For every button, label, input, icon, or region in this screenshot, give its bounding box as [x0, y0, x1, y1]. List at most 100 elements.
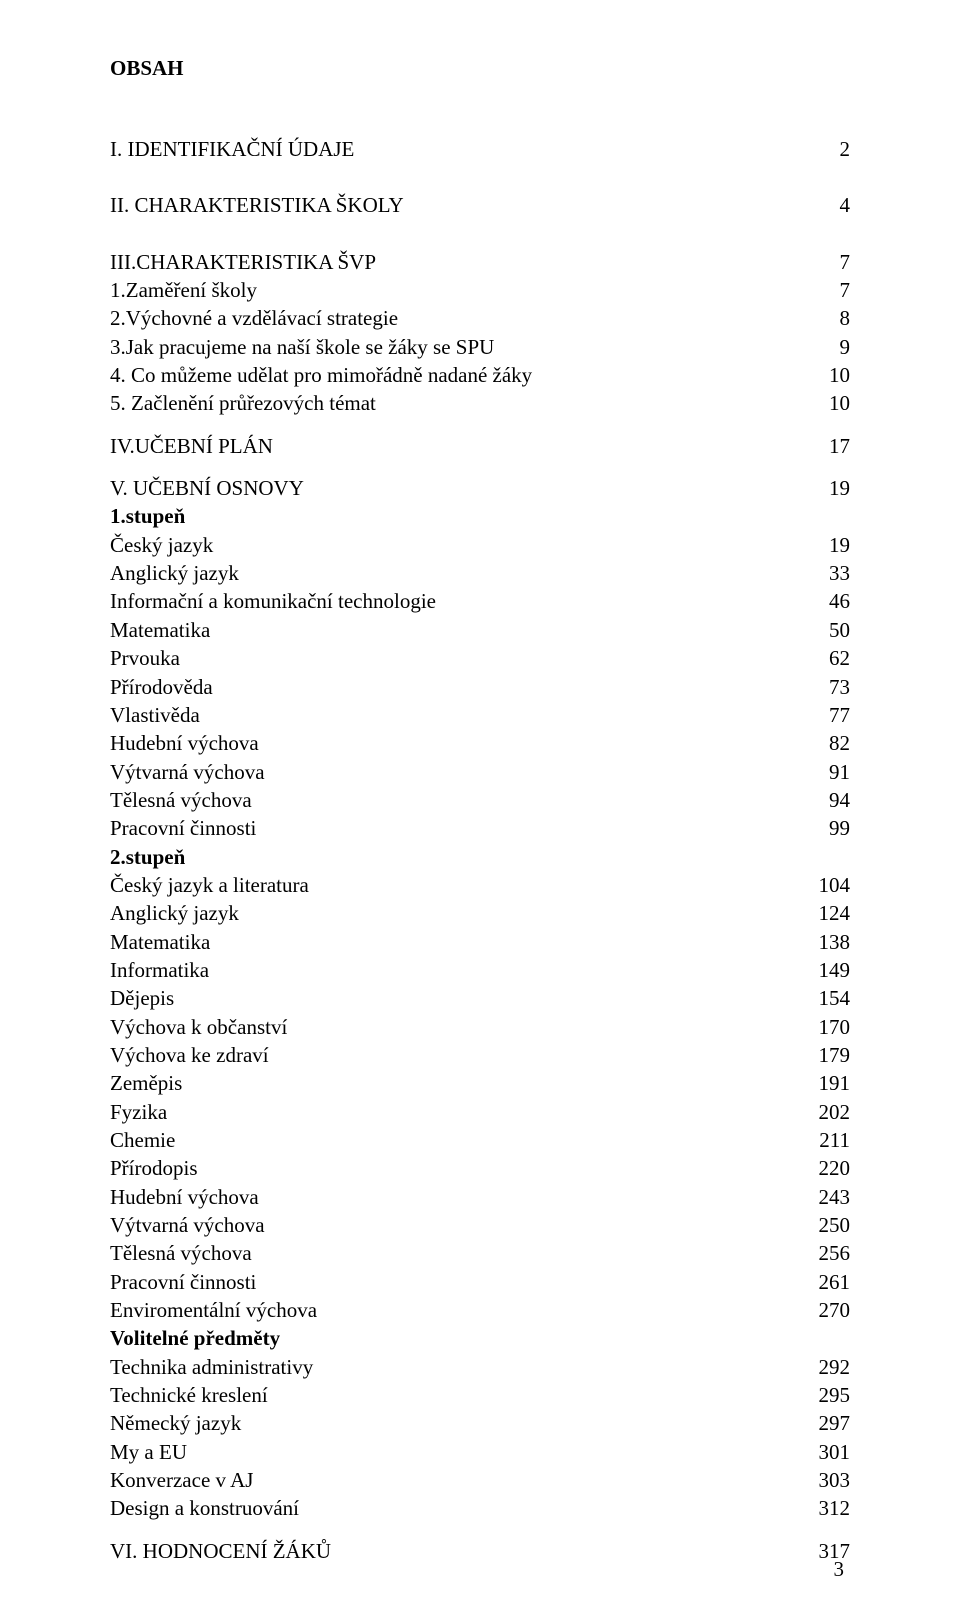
toc-row: III.CHARAKTERISTIKA ŠVP 7	[110, 248, 850, 276]
toc-page-number: 82	[806, 729, 850, 757]
toc-label: Tělesná výchova	[110, 786, 252, 814]
toc-row: Tělesná výchova 256	[110, 1239, 850, 1267]
toc-label: Hudební výchova	[110, 1183, 259, 1211]
toc-page-number: 46	[806, 587, 850, 615]
toc-row: Enviromentální výchova270	[110, 1296, 850, 1324]
toc-label: Zeměpis	[110, 1069, 182, 1097]
toc-label: I. IDENTIFIKAČNÍ ÚDAJE	[110, 135, 354, 163]
toc-row: Pracovní činnosti99	[110, 814, 850, 842]
toc-row: Hudební výchova 243	[110, 1183, 850, 1211]
toc-page-number: 17	[806, 432, 850, 460]
toc-page-number: 292	[806, 1353, 850, 1381]
toc-page-number: 50	[806, 616, 850, 644]
toc-label: Anglický jazyk	[110, 559, 239, 587]
toc-page-number: 297	[806, 1409, 850, 1437]
toc-page-number: 261	[806, 1268, 850, 1296]
toc-row: Informační a komunikační technologie 46	[110, 587, 850, 615]
toc-row: Německý jazyk 297	[110, 1409, 850, 1437]
toc-label: Dějepis	[110, 984, 174, 1012]
page-heading: OBSAH	[110, 56, 850, 81]
toc-label: Matematika	[110, 928, 210, 956]
toc-row: Zeměpis 191	[110, 1069, 850, 1097]
toc-label: 3.Jak pracujeme na naší škole se žáky se…	[110, 333, 494, 361]
toc-label: Informační a komunikační technologie	[110, 587, 436, 615]
toc-row: Technické kreslení295	[110, 1381, 850, 1409]
toc-row: Výchova k občanství170	[110, 1013, 850, 1041]
toc-label: Výtvarná výchova	[110, 1211, 265, 1239]
toc-page-number: 124	[806, 899, 850, 927]
toc-page-number: 256	[806, 1239, 850, 1267]
toc-label: 1.stupeň	[110, 502, 185, 530]
toc-page-number: 303	[806, 1466, 850, 1494]
toc-label: Přírodověda	[110, 673, 213, 701]
toc-row: Prvouka62	[110, 644, 850, 672]
toc-row: Výchova ke zdraví 179	[110, 1041, 850, 1069]
toc-label: Volitelné předměty	[110, 1324, 280, 1352]
toc-row: II. CHARAKTERISTIKA ŠKOLY4	[110, 191, 850, 219]
toc-row: My a EU 301	[110, 1438, 850, 1466]
toc-row: Přírodověda73	[110, 673, 850, 701]
toc-label: Fyzika	[110, 1098, 167, 1126]
toc-page-number: 243	[806, 1183, 850, 1211]
toc-row: Tělesná výchova 94	[110, 786, 850, 814]
toc-label: Tělesná výchova	[110, 1239, 252, 1267]
toc-label: Pracovní činnosti	[110, 1268, 256, 1296]
document-page: OBSAH I. IDENTIFIKAČNÍ ÚDAJE2 II. CHARAKT…	[0, 0, 960, 1604]
toc-page-number: 211	[806, 1126, 850, 1154]
toc-row: 5. Začlenění průřezových témat10	[110, 389, 850, 417]
toc-page-number: 7	[806, 248, 850, 276]
toc-page-number: 270	[806, 1296, 850, 1324]
toc-label: Anglický jazyk	[110, 899, 239, 927]
toc-label: 2.stupeň	[110, 843, 185, 871]
toc-page-number: 138	[806, 928, 850, 956]
toc-row: Dějepis154	[110, 984, 850, 1012]
toc-label: Pracovní činnosti	[110, 814, 256, 842]
toc-label: 2.Výchovné a vzdělávací strategie	[110, 304, 398, 332]
toc-row: Anglický jazyk 33	[110, 559, 850, 587]
toc-row: 1.Zaměření školy 7	[110, 276, 850, 304]
toc-row: Matematika 138	[110, 928, 850, 956]
toc-page-number: 149	[806, 956, 850, 984]
toc-page-number: 33	[806, 559, 850, 587]
toc-page-number: 301	[806, 1438, 850, 1466]
toc-row: Výtvarná výchova250	[110, 1211, 850, 1239]
toc-label: 1.Zaměření školy	[110, 276, 257, 304]
table-of-contents: I. IDENTIFIKAČNÍ ÚDAJE2 II. CHARAKTERISTI…	[110, 107, 850, 1565]
toc-label: Design a konstruování	[110, 1494, 299, 1522]
toc-row: 2.Výchovné a vzdělávací strategie8	[110, 304, 850, 332]
toc-page-number: 7	[806, 276, 850, 304]
toc-page-number: 295	[806, 1381, 850, 1409]
toc-page-number: 312	[806, 1494, 850, 1522]
toc-label: Výtvarná výchova	[110, 758, 265, 786]
toc-page-number: 191	[806, 1069, 850, 1097]
toc-row: Přírodopis220	[110, 1154, 850, 1182]
toc-page-number: 77	[806, 701, 850, 729]
toc-row: IV.UČEBNÍ PLÁN17	[110, 432, 850, 460]
toc-page-number: 19	[806, 531, 850, 559]
toc-page-number: 9	[806, 333, 850, 361]
toc-label: V. UČEBNÍ OSNOVY	[110, 474, 304, 502]
toc-label: Chemie	[110, 1126, 175, 1154]
toc-page-number: 94	[806, 786, 850, 814]
toc-row: I. IDENTIFIKAČNÍ ÚDAJE2	[110, 135, 850, 163]
toc-label: Vlastivěda	[110, 701, 200, 729]
toc-label: Výchova k občanství	[110, 1013, 287, 1041]
toc-label: Matematika	[110, 616, 210, 644]
toc-row: Pracovní činnosti 261	[110, 1268, 850, 1296]
page-number: 3	[834, 1557, 845, 1582]
toc-label: Konverzace v AJ	[110, 1466, 253, 1494]
toc-label: My a EU	[110, 1438, 187, 1466]
toc-row: Volitelné předměty	[110, 1324, 850, 1352]
toc-row: Anglický jazyk 124	[110, 899, 850, 927]
toc-row: Matematika 50	[110, 616, 850, 644]
toc-row: 2.stupeň	[110, 843, 850, 871]
toc-label: Německý jazyk	[110, 1409, 241, 1437]
toc-page-number: 19	[806, 474, 850, 502]
toc-page-number: 179	[806, 1041, 850, 1069]
toc-row: Hudební výchova82	[110, 729, 850, 757]
toc-label: III.CHARAKTERISTIKA ŠVP	[110, 248, 376, 276]
toc-page-number: 91	[806, 758, 850, 786]
toc-label: Technika administrativy	[110, 1353, 313, 1381]
toc-label: Výchova ke zdraví	[110, 1041, 269, 1069]
toc-row: V. UČEBNÍ OSNOVY 19	[110, 474, 850, 502]
